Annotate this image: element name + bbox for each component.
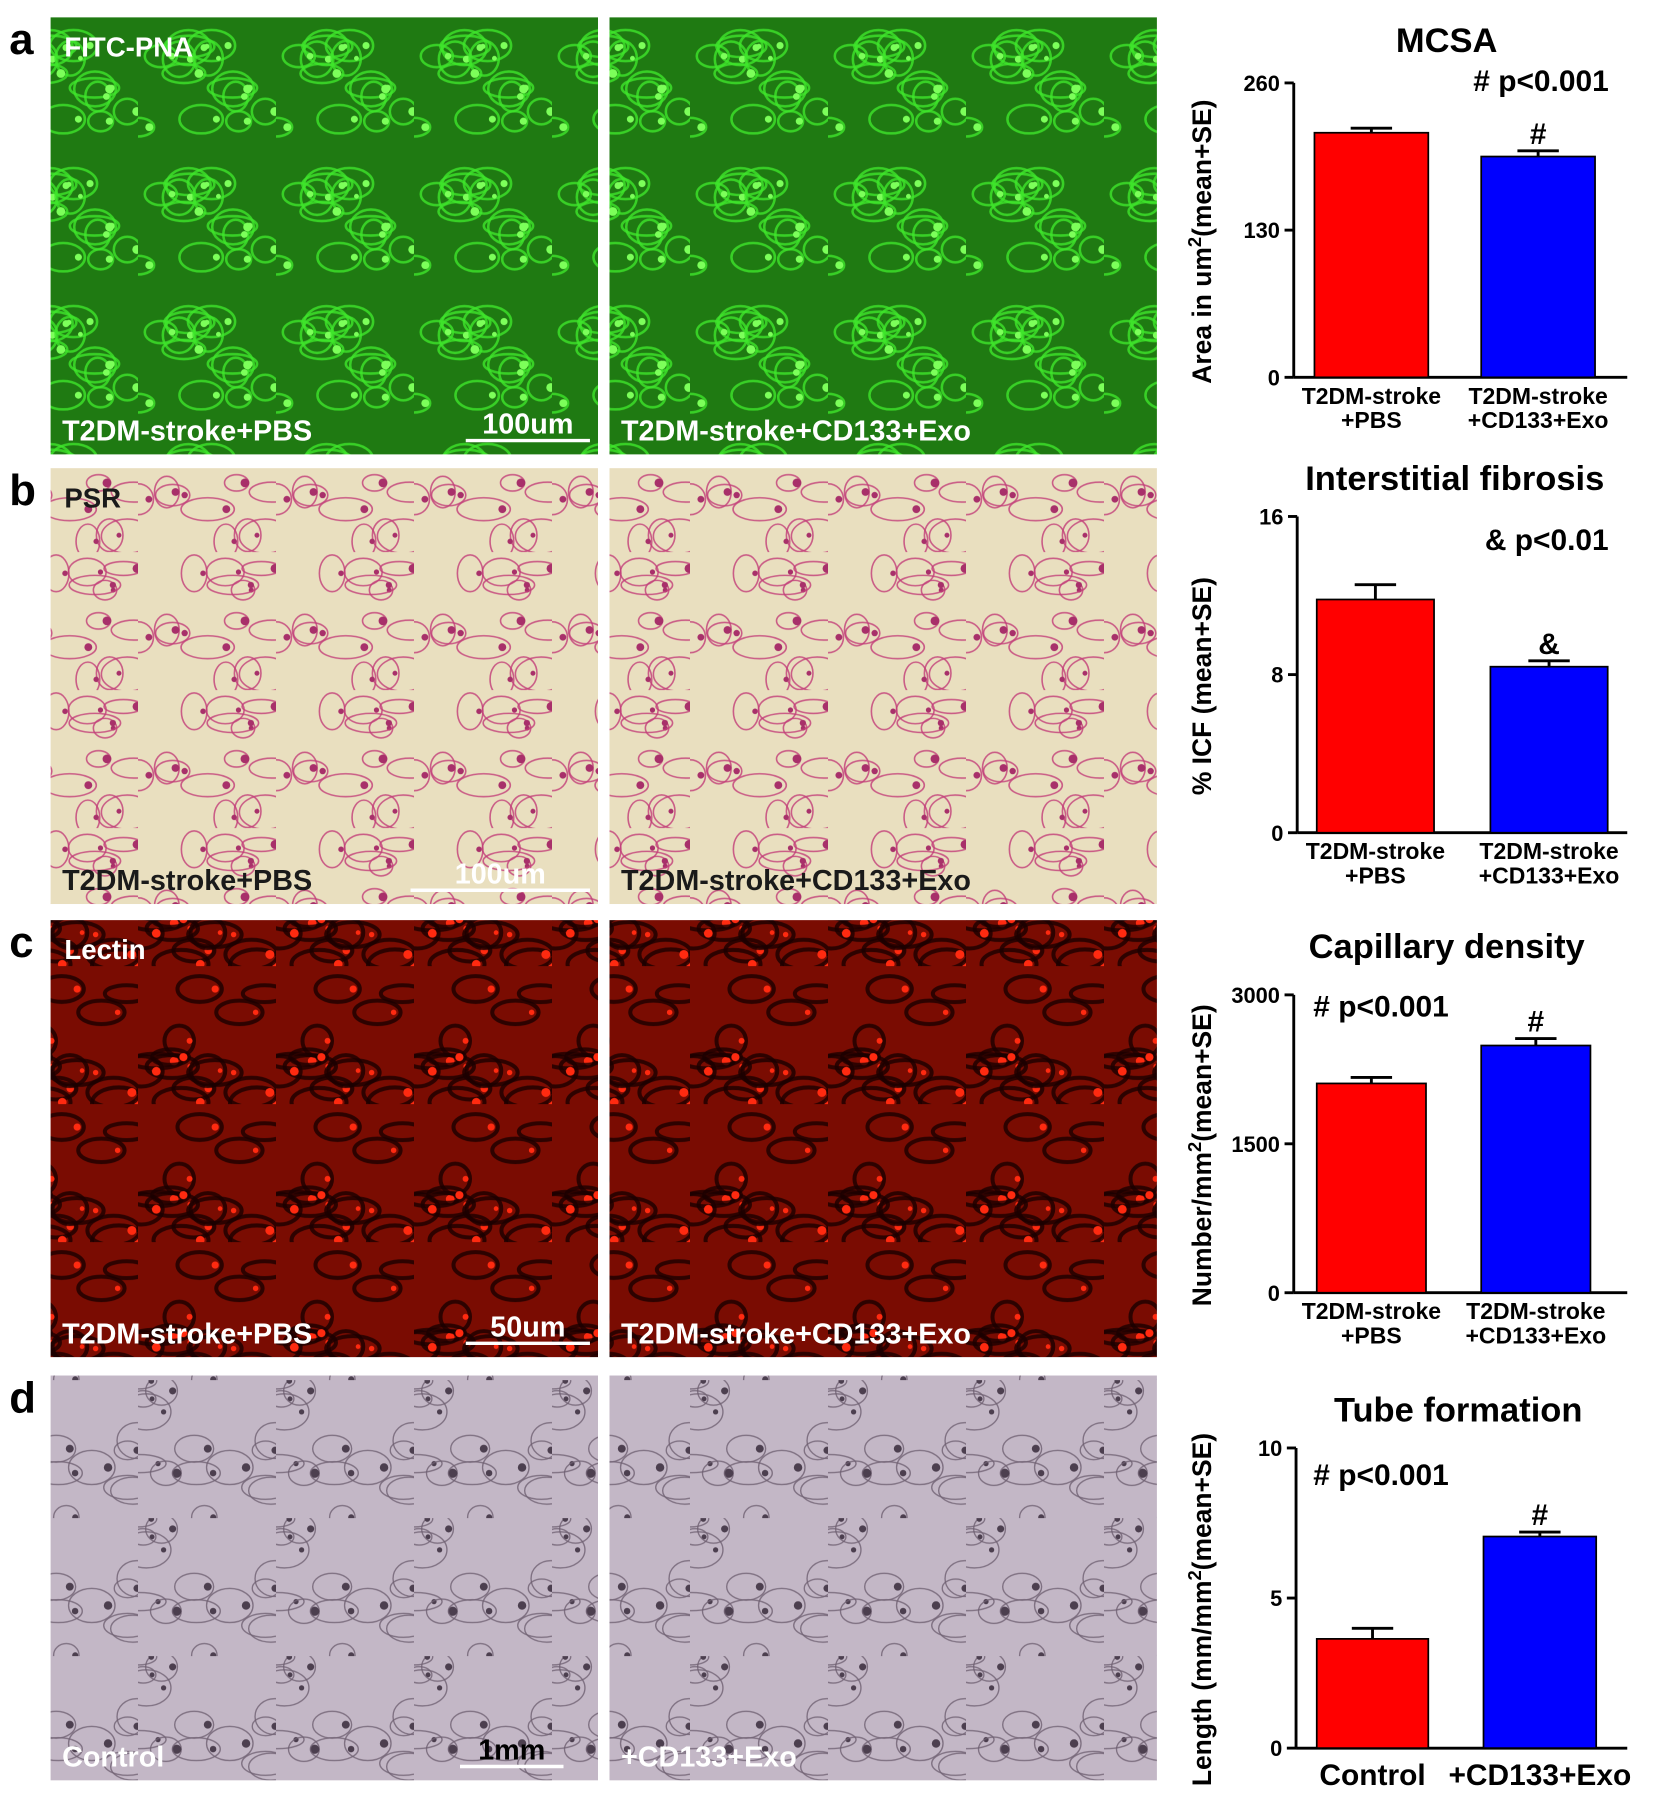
x-tick-label: +PBS <box>1341 407 1402 433</box>
scale-bar-label: 100um <box>455 858 546 890</box>
y-axis-label: Area in um2(mean+SE) <box>1183 99 1217 383</box>
x-tick-label: +PBS <box>1345 862 1406 888</box>
annotation: # p<0.001 <box>1473 65 1608 98</box>
y-axis-label-part: 2 <box>1183 1142 1204 1152</box>
x-tick-label: T2DM-stroke <box>1306 838 1445 864</box>
y-axis-label-part: Length (mm/mm <box>1187 1581 1217 1787</box>
chart-title: Tube formation <box>1334 1392 1583 1430</box>
micrograph <box>609 1375 1157 1781</box>
image-caption: T2DM-stroke+PBS <box>62 865 312 897</box>
scale-bar-label: 100um <box>482 409 573 441</box>
y-axis-label-part: % ICF (mean+SE) <box>1187 577 1217 795</box>
y-axis-label-part: Area in um <box>1187 247 1217 384</box>
panel-letter: d <box>9 1373 36 1422</box>
micrograph <box>609 17 1157 455</box>
significance-mark: & <box>1538 628 1560 661</box>
stain-label: Lectin <box>64 934 145 965</box>
significance-mark: # <box>1530 118 1547 151</box>
y-tick-label: 0 <box>1268 1281 1280 1306</box>
chart-title: MCSA <box>1396 22 1498 60</box>
bar <box>1315 1638 1430 1749</box>
x-tick-label: T2DM-stroke <box>1468 383 1607 409</box>
scale-bar-label: 50um <box>490 1311 565 1343</box>
micrograph <box>50 1375 599 1781</box>
y-tick-label: 130 <box>1243 218 1279 243</box>
bar <box>1489 665 1609 834</box>
annotation: # p<0.001 <box>1313 991 1448 1024</box>
y-tick-label: 3000 <box>1231 983 1280 1008</box>
y-axis-label-part: 2 <box>1183 1570 1204 1580</box>
bar <box>1313 131 1430 379</box>
y-axis-label-part: (mean+SE) <box>1187 1433 1217 1570</box>
bar <box>1480 1044 1592 1294</box>
y-axis-label: % ICF (mean+SE) <box>1187 577 1217 795</box>
x-tick-label: +CD133+Exo <box>1468 407 1609 433</box>
annotation: & p<0.01 <box>1485 524 1609 557</box>
bar <box>1315 598 1435 834</box>
panel-letter: a <box>9 15 34 64</box>
x-tick-label: Control <box>1319 1759 1425 1792</box>
y-axis-label-part: (mean+SE) <box>1187 1004 1217 1141</box>
image-caption: +CD133+Exo <box>621 1742 797 1774</box>
significance-mark: # <box>1528 1006 1545 1039</box>
y-axis-label-part: 2 <box>1183 237 1204 247</box>
y-axis-label-part: (mean+SE) <box>1187 99 1217 236</box>
micrograph <box>609 920 1157 1358</box>
micrograph <box>50 920 599 1358</box>
y-tick-label: 260 <box>1243 71 1279 96</box>
y-tick-label: 10 <box>1258 1436 1282 1461</box>
y-axis-label-part: Number/mm <box>1187 1152 1217 1306</box>
y-tick-label: 8 <box>1271 663 1283 688</box>
bar <box>1315 1082 1427 1294</box>
stain-label: FITC-PNA <box>64 31 193 62</box>
bar <box>1482 1535 1598 1749</box>
panel-letter: c <box>9 918 33 967</box>
bar <box>1480 155 1596 379</box>
significance-mark: # <box>1532 1499 1549 1532</box>
image-caption: T2DM-stroke+PBS <box>62 1318 312 1350</box>
micrograph <box>50 17 599 455</box>
x-tick-label: T2DM-stroke <box>1479 838 1618 864</box>
chart-title: Capillary density <box>1309 928 1585 966</box>
y-tick-label: 0 <box>1270 1736 1282 1761</box>
stain-label: PSR <box>64 482 121 513</box>
micrograph <box>609 468 1157 905</box>
x-tick-label: +CD133+Exo <box>1448 1759 1631 1792</box>
scale-bar-label: 1mm <box>478 1735 545 1767</box>
image-caption: T2DM-stroke+CD133+Exo <box>621 416 971 448</box>
y-tick-label: 0 <box>1271 821 1283 846</box>
x-tick-label: +CD133+Exo <box>1466 1322 1607 1348</box>
y-axis-label: Number/mm2(mean+SE) <box>1183 1004 1217 1306</box>
y-axis-label: Length (mm/mm2(mean+SE) <box>1183 1433 1217 1786</box>
image-caption: T2DM-stroke+PBS <box>62 416 312 448</box>
y-tick-label: 5 <box>1270 1586 1282 1611</box>
image-caption: T2DM-stroke+CD133+Exo <box>621 1318 971 1350</box>
x-tick-label: T2DM-stroke <box>1466 1298 1605 1324</box>
x-tick-label: T2DM-stroke <box>1302 1298 1441 1324</box>
chart-title: Interstitial fibrosis <box>1305 460 1604 498</box>
image-caption: T2DM-stroke+CD133+Exo <box>621 865 971 897</box>
y-tick-label: 1500 <box>1231 1132 1280 1157</box>
y-tick-label: 16 <box>1259 505 1283 530</box>
micrograph <box>50 468 599 905</box>
annotation: # p<0.001 <box>1313 1459 1448 1492</box>
panel-letter: b <box>9 466 36 515</box>
x-tick-label: T2DM-stroke <box>1302 383 1441 409</box>
x-tick-label: +CD133+Exo <box>1479 862 1620 888</box>
y-tick-label: 0 <box>1268 365 1280 390</box>
image-caption: Control <box>62 1742 164 1774</box>
x-tick-label: +PBS <box>1341 1322 1402 1348</box>
